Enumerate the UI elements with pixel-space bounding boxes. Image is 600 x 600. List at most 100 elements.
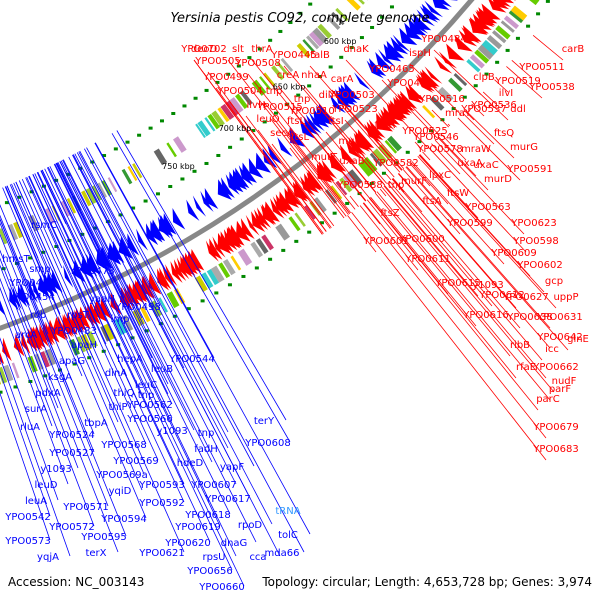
forward-connector: [277, 85, 370, 199]
reverse-gene-label: rpoD: [238, 520, 263, 531]
tick-mark: [13, 385, 18, 389]
reverse-connector: [6, 185, 55, 297]
cog-feature: [346, 0, 361, 11]
forward-gene-arrow: [205, 240, 219, 262]
cog-feature: [230, 255, 242, 271]
forward-gene-label: YPO0679: [532, 422, 578, 433]
tick-mark: [328, 65, 333, 69]
reverse-gene-arrow: [86, 254, 98, 277]
reverse-gene-label: rpsT: [67, 310, 90, 321]
reverse-gene-arrow: [404, 22, 423, 40]
reverse-gene-label: YPO0617: [204, 494, 250, 505]
forward-gene-label: YPO0546: [412, 132, 458, 143]
reverse-gene-label: YPO0660: [198, 582, 244, 593]
forward-gene-label: ftsW: [447, 188, 469, 199]
reverse-connector: [53, 163, 173, 405]
tick-mark: [186, 307, 191, 311]
forward-connector: [362, 202, 381, 225]
reverse-gene-arrow: [157, 216, 171, 239]
cog-feature: [387, 135, 402, 152]
reverse-connector: [0, 356, 71, 557]
tick-mark: [214, 291, 219, 295]
forward-connector: [345, 59, 428, 148]
reverse-gene-label: YPO0607: [190, 480, 236, 491]
forward-connector: [438, 136, 477, 177]
cog-feature: [331, 11, 345, 26]
forward-gene-label: YPO0515: [256, 102, 302, 113]
forward-gene-arrow: [235, 220, 251, 242]
forward-gene-label: YPO0504: [216, 86, 262, 97]
forward-connector: [462, 112, 495, 145]
reverse-connector: [72, 154, 281, 557]
reverse-gene-label: YPO0566: [126, 414, 172, 425]
cog-feature: [508, 10, 524, 24]
tick-mark: [369, 181, 374, 185]
forward-gene-label: YPO0591: [506, 164, 552, 175]
forward-connector: [437, 137, 489, 191]
forward-gene-arrow: [45, 321, 55, 345]
cog-feature: [194, 275, 208, 293]
cog-feature: [139, 306, 151, 323]
forward-gene-label: YPO0616: [462, 310, 508, 321]
forward-connector: [385, 173, 392, 181]
tick-mark: [359, 36, 364, 40]
reverse-gene-label: tnp: [138, 390, 155, 401]
reverse-connector: [21, 178, 63, 269]
tick-mark: [90, 160, 95, 164]
reverse-connector: [47, 166, 237, 557]
cog-feature: [153, 148, 168, 166]
reverse-gene-arrow: [383, 43, 402, 62]
cog-feature: [294, 212, 306, 227]
reverse-gene-label: YPO0593: [138, 480, 184, 491]
forward-gene-arrow: [513, 0, 517, 1]
forward-gene-label: mraY: [445, 108, 472, 119]
forward-gene-label: YPO0609: [490, 248, 536, 259]
forward-gene-label: uxaA: [457, 158, 482, 169]
cog-feature: [275, 223, 291, 241]
reverse-gene-label: YPO0571: [62, 502, 108, 513]
reverse-gene-arrow: [204, 187, 219, 210]
cog-feature: [59, 200, 71, 217]
forward-connector: [392, 177, 423, 213]
forward-gene-label: ftsZ: [380, 208, 399, 219]
forward-gene-arrow: [461, 27, 480, 44]
cog-feature: [86, 331, 98, 348]
cog-feature: [474, 49, 490, 64]
tick-mark: [307, 230, 312, 234]
cog-feature: [288, 216, 301, 232]
forward-gene-arrow: [388, 101, 406, 121]
reverse-gene-label: tnp: [198, 428, 215, 439]
forward-gene-label: uxaC: [473, 160, 498, 171]
forward-gene-arrow: [127, 283, 141, 306]
forward-gene-label: ftsA: [422, 196, 441, 207]
forward-gene-arrow: [2, 337, 12, 362]
forward-gene-arrow: [492, 0, 510, 10]
forward-gene-label: YPO0484: [420, 34, 466, 45]
reverse-gene-label: tbpA: [84, 418, 108, 429]
forward-connector: [511, 60, 533, 79]
reverse-gene-label: YPO0542: [4, 512, 50, 523]
reverse-connector: [86, 147, 305, 553]
forward-gene-label: YPO0465: [368, 64, 414, 75]
forward-gene-arrow: [300, 176, 316, 197]
forward-connector: [227, 59, 349, 215]
forward-gene-arrow: [31, 326, 43, 350]
cog-feature: [40, 351, 50, 368]
forward-gene-arrow: [446, 43, 465, 61]
cog-feature: [2, 364, 14, 382]
forward-connector: [229, 101, 327, 232]
forward-gene-label: slt: [232, 44, 244, 55]
forward-gene-arrow: [261, 203, 277, 225]
reverse-gene-label: hmsT: [2, 254, 30, 265]
forward-gene-arrow: [127, 284, 139, 307]
tick-mark: [215, 80, 220, 84]
cog-feature: [206, 268, 220, 286]
forward-gene-label: YPO0627: [502, 292, 548, 303]
reverse-connector: [28, 175, 107, 345]
forward-gene-label: mutT: [311, 152, 338, 163]
cog-feature: [466, 58, 481, 73]
cog-feature: [304, 204, 317, 220]
tick-mark: [545, 0, 550, 3]
forward-gene-label: YPO0445: [270, 50, 316, 61]
